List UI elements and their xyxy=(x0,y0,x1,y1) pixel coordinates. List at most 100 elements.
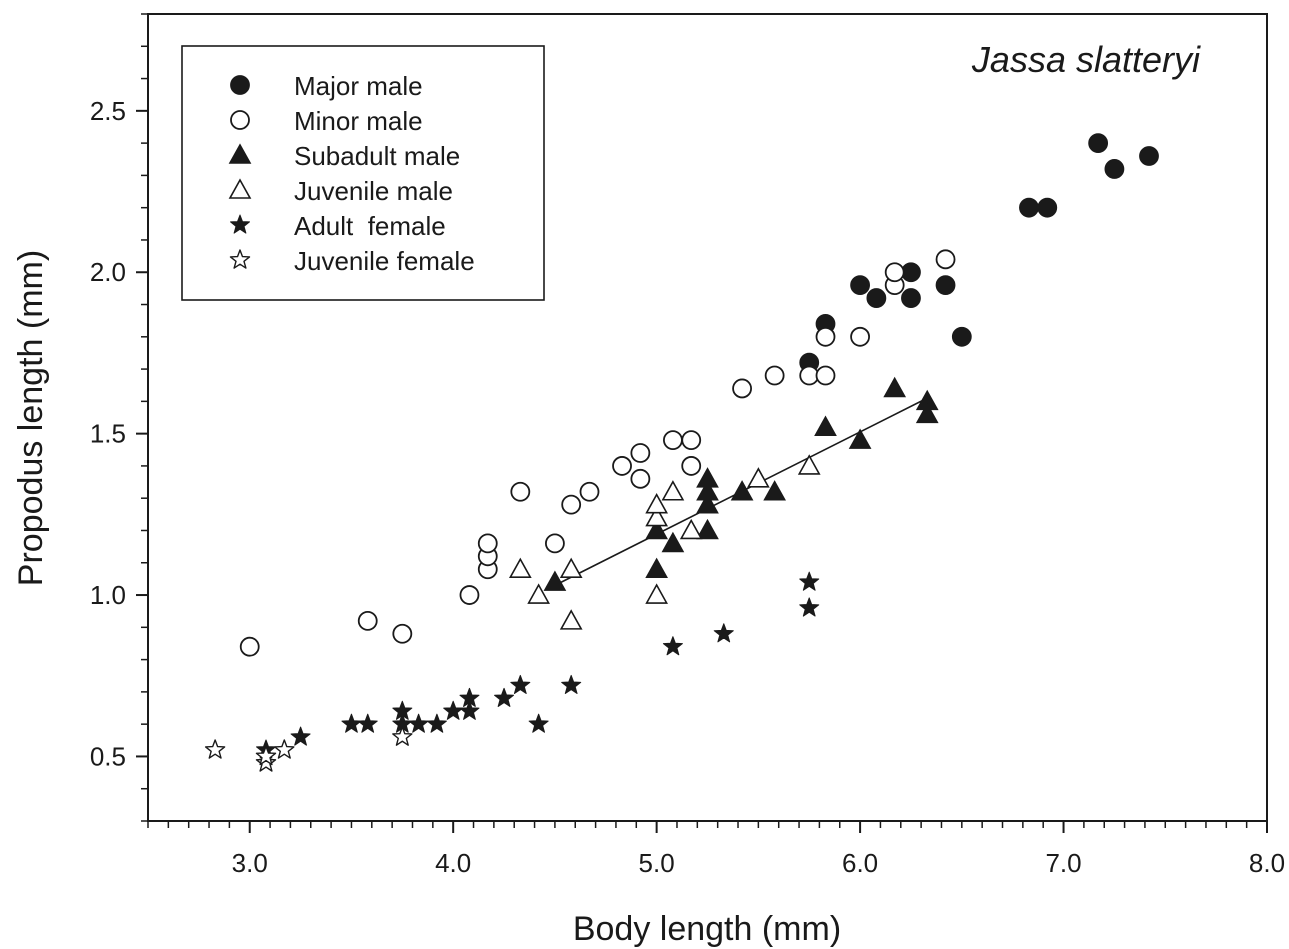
data-point xyxy=(392,726,413,746)
legend-marker xyxy=(229,214,251,234)
data-point xyxy=(1019,197,1039,218)
data-point xyxy=(255,752,277,772)
data-point xyxy=(477,533,498,554)
y-tick-label: 2.0 xyxy=(90,257,126,287)
y-axis-ticks: 0.5 1.0 1.5 2.0 2.5 xyxy=(90,13,148,822)
data-point xyxy=(543,570,567,591)
data-point xyxy=(866,288,887,308)
data-point xyxy=(679,518,703,540)
data-point xyxy=(815,326,836,347)
data-point xyxy=(545,533,565,554)
data-point xyxy=(764,365,785,386)
x-tick-label: 6.0 xyxy=(842,848,878,878)
data-point xyxy=(645,557,668,579)
data-point xyxy=(630,468,651,489)
data-point xyxy=(1104,159,1125,179)
data-point xyxy=(1037,197,1058,218)
legend-label: Juvenile female xyxy=(294,246,475,276)
data-point xyxy=(561,494,582,515)
y-axis-title: Propodus length (mm) xyxy=(12,250,50,586)
data-point xyxy=(884,262,905,283)
data-point xyxy=(1139,146,1159,166)
legend-label: Adult female xyxy=(294,211,446,241)
plot-frame xyxy=(147,13,1268,822)
data-point xyxy=(901,288,921,308)
data-point xyxy=(850,275,870,296)
legend-label: Juvenile male xyxy=(294,176,453,206)
data-point xyxy=(561,674,582,695)
data-point xyxy=(901,262,921,283)
data-point xyxy=(341,713,362,733)
data-point xyxy=(814,415,837,436)
data-point xyxy=(579,481,600,502)
data-point xyxy=(426,713,447,733)
data-point xyxy=(663,430,683,450)
data-point xyxy=(645,518,668,540)
series-circle-open xyxy=(239,249,956,657)
series-star-open xyxy=(204,726,413,772)
data-point xyxy=(528,713,549,733)
x-axis-ticks: 3.0 4.0 5.0 6.0 7.0 8.0 xyxy=(147,821,1285,878)
data-point xyxy=(797,454,821,475)
legend-label: Major male xyxy=(294,71,423,101)
data-point xyxy=(392,700,413,720)
data-point xyxy=(681,430,702,450)
data-point xyxy=(494,687,515,707)
data-point xyxy=(443,700,464,720)
data-point xyxy=(662,636,683,656)
y-tick-label: 1.0 xyxy=(90,580,126,610)
x-tick-label: 7.0 xyxy=(1045,848,1081,878)
data-point xyxy=(459,585,480,605)
data-point xyxy=(459,700,480,720)
data-point xyxy=(239,636,260,657)
data-point xyxy=(645,493,668,514)
data-point xyxy=(645,583,668,604)
data-point xyxy=(915,402,939,424)
x-tick-label: 4.0 xyxy=(435,848,471,878)
data-point xyxy=(850,326,870,347)
y-tick-label: 1.5 xyxy=(90,419,126,449)
series-triangle-filled xyxy=(543,376,939,591)
legend-label: Minor male xyxy=(294,106,423,136)
data-point xyxy=(799,365,820,386)
legend-label: Subadult male xyxy=(294,141,460,171)
series-circle-filled xyxy=(799,133,1159,373)
data-point xyxy=(763,480,786,501)
data-point xyxy=(1088,133,1109,154)
data-point xyxy=(747,467,770,488)
data-point xyxy=(357,610,378,631)
data-point xyxy=(408,713,429,733)
data-point xyxy=(661,480,685,501)
legend-marker xyxy=(229,249,251,269)
data-point xyxy=(799,597,820,617)
data-point xyxy=(696,493,719,514)
species-title: Jassa slatteryi xyxy=(971,39,1201,80)
x-axis-title: Body length (mm) xyxy=(573,910,841,948)
data-point xyxy=(357,713,378,733)
legend-marker xyxy=(228,143,252,164)
data-point xyxy=(559,557,583,579)
series-star-filled xyxy=(255,571,820,759)
data-point xyxy=(713,623,734,643)
data-point xyxy=(510,481,531,502)
data-point xyxy=(290,726,311,746)
data-point xyxy=(661,531,685,553)
data-point xyxy=(510,674,531,695)
data-point xyxy=(392,623,413,644)
data-point xyxy=(645,505,668,527)
y-tick-label: 2.5 xyxy=(90,96,126,126)
data-point xyxy=(696,518,719,540)
data-point xyxy=(951,326,972,347)
legend: Major male Minor male Subadult male Juvenil… xyxy=(181,45,545,301)
x-tick-label: 3.0 xyxy=(232,848,268,878)
legend-marker xyxy=(230,75,250,95)
series-triangle-open xyxy=(508,454,821,630)
data-point xyxy=(612,456,632,476)
legend-marker xyxy=(228,178,252,199)
data-point xyxy=(255,745,277,766)
data-point xyxy=(848,428,872,449)
y-tick-label: 0.5 xyxy=(90,741,126,771)
data-point xyxy=(696,467,719,488)
data-point xyxy=(696,480,719,501)
